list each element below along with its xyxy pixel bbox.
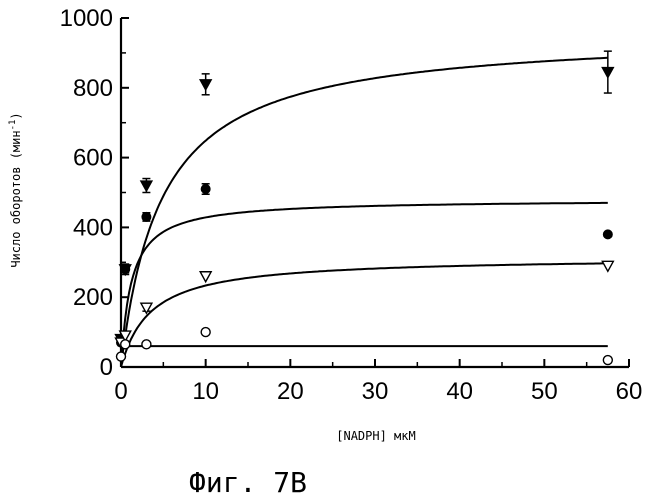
data-point-open-circle [603,356,612,365]
data-point-filled-triangle [141,181,152,191]
data-point-open-circle [142,340,151,349]
x-tick-label: 60 [616,378,643,405]
y-tick-label: 200 [73,284,113,311]
x-tick-label: 30 [362,378,389,405]
data-point-filled-circle [603,229,613,239]
figure-caption: Фиг. 7B [189,466,307,499]
data-point-open-circle [201,328,210,337]
x-tick-label: 40 [446,378,473,405]
fit-curve [121,58,608,367]
fit-curve [121,203,608,367]
y-tick-label: 800 [73,75,113,102]
y-axis-label-superscript: -1 [8,120,18,131]
y-tick-label: 1000 [60,5,113,32]
data-point-open-triangle [200,272,211,282]
data-point-filled-circle [201,184,211,194]
y-axis-label-main: Число оборотов (мин [9,130,23,267]
y-tick-label: 0 [100,354,113,381]
data-markers [116,51,614,364]
data-point-open-circle [117,352,126,361]
y-axis-label-close: ) [9,112,23,119]
fit-curves [121,58,608,367]
y-axis-label: Число оборотов (мин-1) [8,112,23,267]
axis-labels: [NADPH] мкМ Число оборотов (мин-1) Фиг. … [8,112,416,499]
x-tick-label: 0 [114,378,127,405]
x-axis-label: [NADPH] мкМ [336,429,415,443]
data-point-filled-triangle [200,80,211,90]
x-tick-label: 10 [192,378,219,405]
data-point-filled-circle [141,212,151,222]
x-tick-label: 20 [277,378,304,405]
data-point-filled-triangle [602,68,613,78]
y-tick-label: 400 [73,214,113,241]
data-point-filled-circle [120,264,130,274]
data-point-open-triangle [602,261,613,271]
x-tick-label: 50 [531,378,558,405]
y-tick-label: 600 [73,145,113,172]
fit-curve [121,263,608,367]
data-point-open-circle [121,340,130,349]
